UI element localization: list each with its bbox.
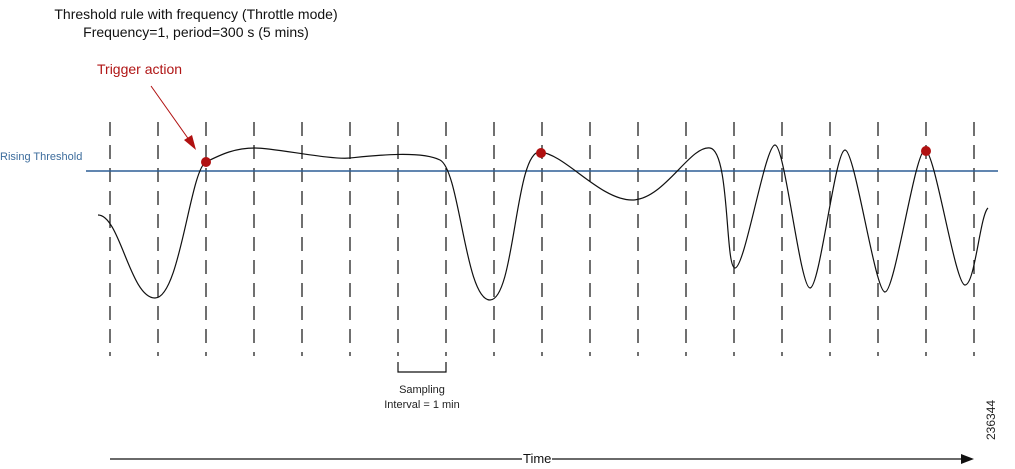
sampling-label-line-1: Sampling (399, 384, 445, 396)
time-axis-label: Time (522, 451, 553, 466)
sampling-interval-markers (109, 122, 975, 356)
trigger-point (201, 157, 211, 167)
trigger-arrow-head-icon (184, 135, 196, 150)
trigger-action-label: Trigger action (97, 61, 183, 77)
trigger-arrow-line (150, 85, 193, 145)
trigger-point (921, 146, 931, 156)
figure-id: 236344 (984, 399, 998, 440)
rising-threshold-label: Rising Threshold (0, 151, 83, 163)
title-line-1: Threshold rule with frequency (Throttle … (54, 6, 338, 22)
trigger-point (536, 148, 546, 158)
sampling-label-line-2: Interval = 1 min (384, 399, 460, 411)
diagram-title: Threshold rule with frequency (Throttle … (0, 5, 392, 41)
title-line-2: Frequency=1, period=300 s (5 mins) (83, 24, 309, 40)
sampling-interval-label: Sampling Interval = 1 min (356, 383, 488, 413)
metric-curve (97, 144, 989, 301)
time-arrow-head-icon (961, 454, 974, 464)
sampling-bracket (397, 362, 447, 373)
